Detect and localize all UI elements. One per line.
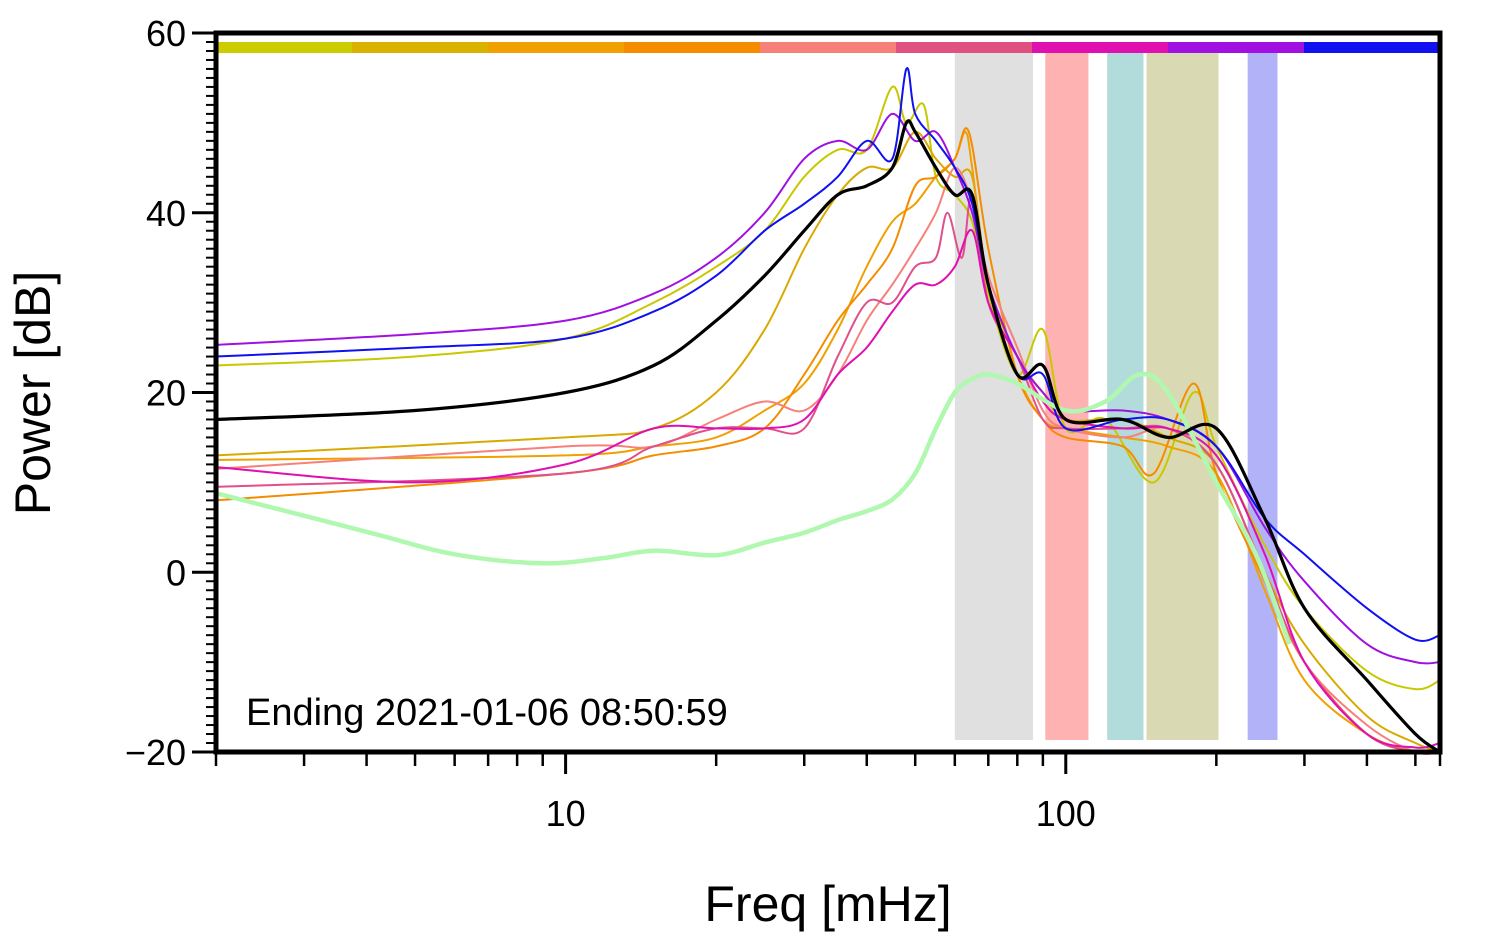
series-line-median (215, 119, 1441, 754)
band-3 (1146, 53, 1219, 740)
series-line-s7 (215, 229, 1441, 749)
time-bar-segment-0 (216, 42, 353, 53)
time-bar-segment-5 (896, 42, 1033, 53)
y-tick-label: 40 (146, 193, 186, 234)
frequency-bands (954, 53, 1278, 740)
time-bar-segment-3 (624, 42, 761, 53)
spectrum-series (215, 67, 1441, 755)
band-4 (1247, 53, 1278, 740)
y-axis-title: Power [dB] (5, 271, 61, 516)
ending-timestamp-annotation: Ending 2021-01-06 08:50:59 (246, 692, 728, 734)
y-tick-label: 20 (146, 373, 186, 414)
x-tick-label: 10 (546, 793, 586, 834)
time-bar-segment-4 (760, 42, 897, 53)
time-bar-segment-7 (1168, 42, 1305, 53)
band-0 (954, 53, 1034, 740)
y-axis-ticks: −20 0 20 40 60 (125, 13, 216, 773)
time-bar-segment-8 (1304, 42, 1441, 53)
time-color-bar (216, 42, 1441, 53)
series-line-noise (215, 371, 1292, 645)
time-bar-segment-6 (1032, 42, 1169, 53)
y-tick-label: 0 (166, 552, 186, 593)
x-tick-label: 100 (1036, 793, 1096, 834)
x-axis-ticks: 10 100 (214, 752, 1442, 834)
y-tick-label: −20 (125, 732, 186, 773)
series-line-s4 (215, 127, 1441, 755)
time-bar-segment-2 (488, 42, 625, 53)
x-axis-title: Freq [mHz] (704, 876, 951, 932)
series-line-s9 (215, 67, 1441, 642)
y-tick-label: 60 (146, 13, 186, 54)
time-bar-segment-1 (352, 42, 489, 53)
series-line-s3 (215, 130, 1441, 755)
